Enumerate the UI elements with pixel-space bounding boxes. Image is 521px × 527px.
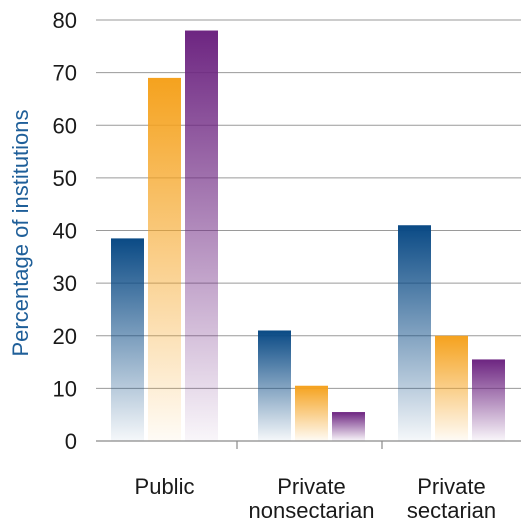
bar	[148, 77, 181, 441]
x-axis-category-labels: Public Private nonsectarian Private sectaria…	[135, 474, 497, 523]
bar	[111, 238, 144, 441]
y-tick-label: 30	[53, 271, 77, 296]
x-category-label: Private sectarian	[407, 474, 496, 523]
bar	[472, 359, 505, 441]
bar	[295, 385, 328, 441]
y-tick-label: 10	[53, 376, 77, 401]
y-tick-label: 80	[53, 8, 77, 33]
y-axis-title: Percentage of institutions	[8, 109, 33, 356]
y-tick-label: 40	[53, 219, 77, 244]
bars	[111, 30, 505, 442]
bar	[435, 335, 468, 441]
bar	[258, 330, 291, 441]
y-tick-label: 0	[65, 429, 77, 454]
y-tick-label: 70	[53, 61, 77, 86]
bar	[185, 30, 218, 442]
y-tick-label: 50	[53, 166, 77, 191]
y-axis-ticks: 0 10 20 30 40 50 60 70 80	[53, 8, 77, 454]
bar	[332, 412, 365, 441]
x-axis	[96, 440, 521, 449]
bar	[398, 225, 431, 441]
y-tick-label: 60	[53, 113, 77, 138]
x-category-label: Public	[135, 474, 195, 499]
x-category-label: Private nonsectarian	[249, 474, 375, 523]
y-tick-label: 20	[53, 324, 77, 349]
